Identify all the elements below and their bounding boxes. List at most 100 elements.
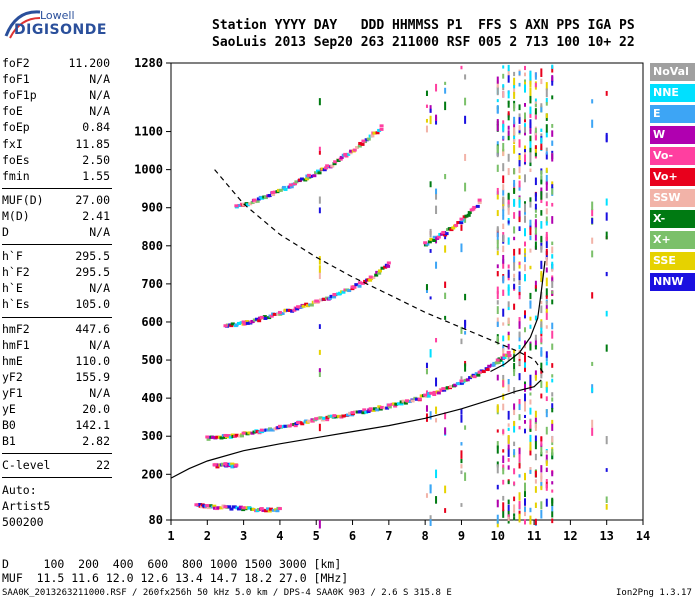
y-tick-label: 200 [141,467,163,481]
echo-noise-mark [502,308,505,317]
header-line2: SaoLuis 2013 Sep20 263 211000 RSF 005 2 … [212,35,635,50]
param-row: M(D) 2.41 [2,209,110,225]
trace-point [439,388,444,392]
echo-noise-mark [502,223,505,230]
trace-point [364,138,369,142]
echo-noise-mark [444,87,447,94]
trace-point [212,504,217,508]
x-tick-label: 1 [167,529,174,543]
echo-noise-mark [507,207,510,215]
echo-noise-mark [425,362,428,370]
echo-noise-mark [435,418,438,423]
param-separator [2,477,112,479]
echo-noise-mark [464,153,467,161]
echo-noise-mark [605,212,608,221]
y-tick-label: 80 [149,513,163,527]
echo-noise-mark [540,103,543,108]
y-tick-label: 400 [141,391,163,405]
param-row: foF1p N/A [2,88,110,104]
profile-upper-line [490,260,546,373]
param-value: 11.200 [68,56,110,70]
trace-point [325,164,330,168]
trace-point [333,160,338,164]
echo-noise-mark [507,264,510,269]
param-label: foEs [2,152,30,167]
param-row: foF2 11.200 [2,56,110,72]
echo-noise-mark [551,130,554,137]
trace-point [337,414,342,418]
echo-noise-mark [507,69,510,76]
echo-noise-mark [540,393,543,399]
echo-noise-mark [502,234,505,243]
echo-noise-mark [534,72,537,80]
echo-noise-mark [545,167,548,173]
echo-noise-mark [545,182,548,191]
echo-noise-mark [534,286,537,292]
trace-point [267,194,272,198]
echo-noise-mark [545,181,548,185]
trace-point [281,185,286,189]
echo-noise-mark [605,496,608,504]
trace-point [263,196,268,200]
echo-noise-mark [518,349,521,359]
echo-noise-mark [496,286,499,294]
echo-noise-mark [496,105,499,114]
echo-noise-mark [507,220,510,224]
echo-noise-mark [318,324,321,329]
echo-noise-mark [545,82,548,91]
echo-noise-mark [545,201,548,207]
trace-point [205,435,210,439]
param-row: foF1 N/A [2,72,110,88]
echo-noise-mark [540,260,543,270]
param-value: N/A [89,225,110,239]
echo-noise-mark [529,72,532,82]
trace-point [453,383,458,387]
trace-point [363,279,368,283]
trace-point [477,370,482,374]
echo-noise-mark [518,271,521,281]
param-value: 142.1 [75,418,110,433]
echo-noise-mark [529,80,532,88]
echo-noise-mark [540,446,543,455]
echo-noise-mark [507,307,510,311]
echo-noise-mark [524,488,526,497]
param-label: B0 [2,418,16,433]
trace-point [259,315,264,319]
echo-noise-mark [513,85,516,89]
trace-point [223,462,228,466]
echo-noise-mark [496,306,499,314]
echo-noise-mark [545,483,548,491]
echo-noise-mark [524,312,526,319]
trace-point [451,226,456,230]
trace-point [241,320,246,324]
trace-point [336,158,341,162]
trace-point [325,418,330,422]
trace-point [252,198,257,202]
echo-noise-mark [524,123,526,130]
echo-noise-mark [524,72,526,77]
echo-noise-mark [513,91,516,99]
echo-noise-mark [540,137,543,144]
echo-noise-mark [540,437,543,446]
echo-noise-mark [540,482,543,489]
echo-noise-mark [507,343,510,350]
echo-noise-mark [534,441,537,450]
echo-noise-mark [534,410,537,418]
echo-noise-mark [507,130,510,136]
echo-noise-mark [551,202,554,207]
trace-point [464,214,469,218]
trace-point [371,275,376,279]
trace-point [436,235,441,239]
trace-point [226,434,231,438]
echo-noise-mark [540,321,543,328]
trace-point [425,242,430,246]
x-tick-label: 4 [276,529,283,543]
echo-noise-mark [496,264,499,269]
echo-noise-mark [545,113,548,119]
echo-noise-mark [513,183,516,192]
trace-point [307,419,312,423]
echo-noise-mark [502,189,505,196]
trace-point [237,204,242,208]
echo-noise-mark [534,417,537,424]
echo-noise-mark [513,354,516,362]
